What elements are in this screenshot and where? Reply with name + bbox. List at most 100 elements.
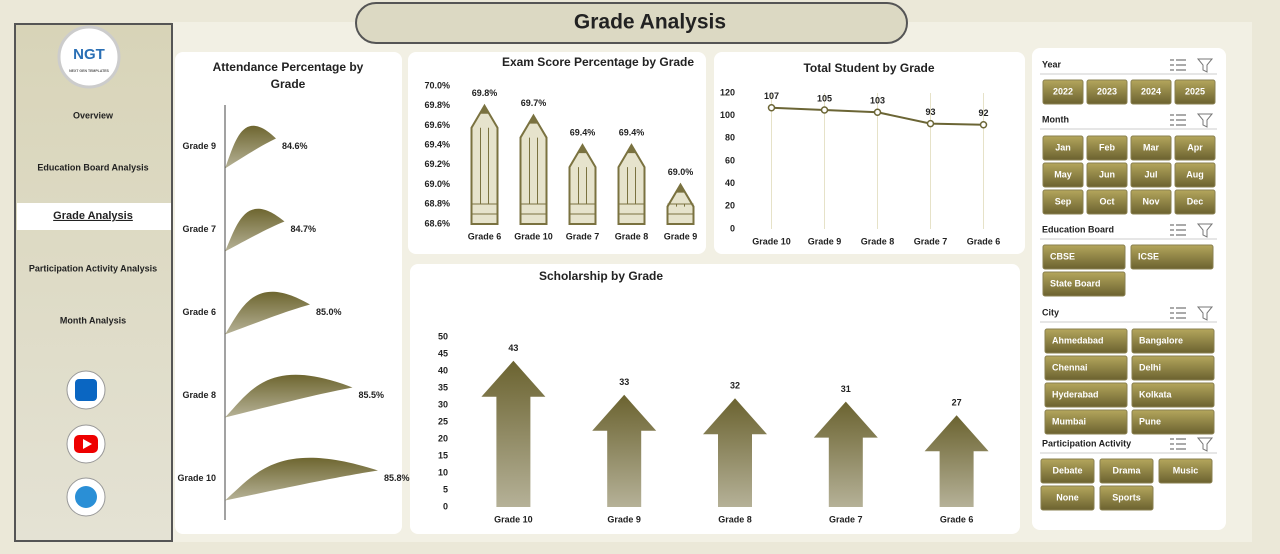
chart-title: Total Student by Grade	[803, 61, 934, 75]
panel	[408, 52, 706, 254]
nav-active	[17, 203, 171, 230]
multi-select-icon[interactable]	[1170, 438, 1186, 450]
arrow	[481, 360, 546, 507]
slicer-button[interactable]	[1044, 328, 1128, 354]
slicer-item: 2022	[1053, 86, 1073, 96]
slicer-button[interactable]	[1174, 135, 1216, 161]
slicer-button[interactable]	[1131, 328, 1215, 354]
nav-item[interactable]: Month Analysis	[60, 315, 126, 325]
x-tick-label: Grade 7	[566, 231, 600, 241]
slicer-button[interactable]	[1042, 135, 1084, 161]
clear-filter-icon[interactable]	[1196, 223, 1214, 238]
clear-filter-icon[interactable]	[1196, 113, 1214, 128]
point	[820, 106, 829, 114]
slicer-button[interactable]	[1042, 271, 1126, 297]
slicer-button[interactable]	[1042, 79, 1084, 105]
slicer-button[interactable]	[1130, 162, 1172, 188]
logo	[57, 25, 121, 89]
multi-select-icon[interactable]	[1170, 224, 1186, 236]
slicer-button[interactable]	[1131, 355, 1215, 381]
pencil-lines	[471, 127, 498, 215]
value-label: 27	[952, 398, 962, 408]
point	[767, 103, 776, 112]
x-tick-label: Grade 6	[468, 231, 502, 241]
value-label: 32	[730, 381, 740, 391]
social-icons	[66, 370, 106, 517]
multi-select-icon[interactable]	[1170, 307, 1186, 319]
slicer-item: CBSE	[1050, 251, 1075, 261]
slicer-item: Sep	[1055, 196, 1072, 206]
slicer-button[interactable]	[1174, 79, 1216, 105]
slicer-item: Dec	[1187, 196, 1204, 206]
slicer-button[interactable]	[1044, 382, 1128, 408]
slicer-button[interactable]	[1158, 458, 1213, 484]
slicer-item: Ahmedabad	[1052, 335, 1104, 345]
slicer-item: Hyderabad	[1052, 389, 1099, 399]
nav-item[interactable]: Participation Activity Analysis	[29, 263, 157, 273]
point	[926, 119, 935, 128]
slicer-item: Pune	[1139, 416, 1161, 426]
clear-filter-icon[interactable]	[1196, 437, 1214, 452]
slicer-button[interactable]	[1042, 189, 1084, 215]
x-tick-label: Grade 8	[718, 514, 752, 524]
clear-filter-icon[interactable]	[1196, 306, 1214, 321]
value-label: 69.8%	[472, 88, 498, 98]
pencil-lines	[520, 137, 547, 215]
slicer-button[interactable]	[1086, 135, 1128, 161]
slicer-button[interactable]	[1174, 189, 1216, 215]
y-tick-label: 69.2%	[424, 159, 450, 169]
slicer-button[interactable]	[1044, 355, 1128, 381]
slicer-button[interactable]	[1042, 244, 1126, 270]
value-label: 85.0%	[316, 307, 342, 317]
slicer-item: Chennai	[1052, 362, 1088, 372]
linkedin-glyph	[75, 379, 97, 401]
nav-item[interactable]: Grade Analysis	[53, 210, 133, 222]
logo-subtitle: NEXT GEN TEMPLATES	[69, 69, 109, 73]
y-tick-label: 68.8%	[424, 199, 450, 209]
slicer-button[interactable]	[1086, 162, 1128, 188]
x-tick-label: Grade 8	[861, 236, 895, 246]
slicer-button[interactable]	[1130, 135, 1172, 161]
multi-select-icon[interactable]	[1170, 59, 1186, 71]
slicer-item: Mar	[1143, 142, 1160, 152]
flag	[225, 374, 353, 418]
y-tick-label: 70.0%	[424, 80, 450, 90]
value-label: 107	[764, 91, 779, 101]
value-label: 85.8%	[384, 473, 410, 483]
clear-filter-icon[interactable]	[1196, 58, 1214, 73]
value-label: 69.0%	[668, 167, 694, 177]
slicer-button[interactable]	[1130, 79, 1172, 105]
slicer-button[interactable]	[1040, 458, 1095, 484]
slicer-item: Music	[1173, 465, 1199, 475]
y-tick-label: 69.6%	[424, 120, 450, 130]
category-label: Grade 6	[182, 307, 216, 317]
x-tick-label: Grade 10	[494, 514, 533, 524]
slicer-button[interactable]	[1174, 162, 1216, 188]
title-pill	[355, 2, 908, 44]
multi-select-icon[interactable]	[1170, 114, 1186, 126]
slicer-button[interactable]	[1131, 382, 1215, 408]
slicer-item: Jan	[1055, 142, 1071, 152]
y-tick-label: 20	[725, 201, 735, 211]
category-label: Grade 8	[182, 390, 216, 400]
x-tick-label: Grade 7	[829, 514, 863, 524]
slicer-button[interactable]	[1130, 244, 1214, 270]
nav-item[interactable]: Overview	[73, 110, 114, 120]
slicer-button[interactable]	[1042, 162, 1084, 188]
slicer-button[interactable]	[1130, 189, 1172, 215]
nav-item[interactable]: Education Board Analysis	[37, 162, 148, 172]
slicer-button[interactable]	[1131, 409, 1215, 435]
y-tick-label: 80	[725, 133, 735, 143]
pencil-tip	[528, 115, 539, 124]
slicer-button[interactable]	[1099, 485, 1154, 511]
slicer-item: 2024	[1141, 86, 1161, 96]
slicer-button[interactable]	[1044, 409, 1128, 435]
flag	[225, 291, 310, 335]
slicer-button[interactable]	[1086, 189, 1128, 215]
slicer-button[interactable]	[1086, 79, 1128, 105]
slicer-button[interactable]	[1099, 458, 1154, 484]
value-label: 33	[619, 377, 629, 387]
slicer-button[interactable]	[1040, 485, 1095, 511]
